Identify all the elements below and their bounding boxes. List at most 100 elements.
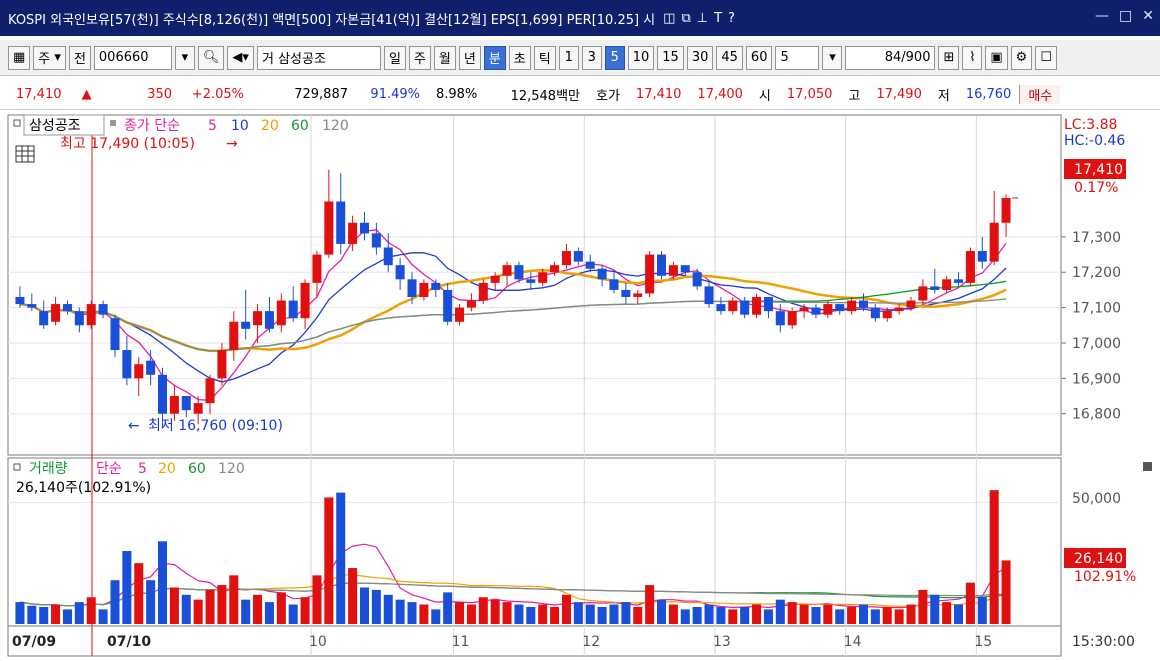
volume-bar: [894, 609, 904, 624]
chart-svg[interactable]: 삼성공조 종가 단순 5 10 20 60 120 최고 17,490 (10:…: [0, 112, 1160, 657]
checkbox-icon[interactable]: ☐: [1035, 45, 1057, 70]
volume-bar: [348, 568, 358, 624]
interval-60[interactable]: 60: [745, 45, 773, 70]
period-tick[interactable]: 틱: [533, 45, 556, 70]
price-y-ticks: 17,300 17,200 17,100 17,000 16,900 16,800: [1061, 230, 1121, 423]
volume-bar: [609, 604, 619, 624]
close-icon[interactable]: ✕: [1142, 8, 1154, 24]
period-month[interactable]: 월: [433, 45, 456, 70]
maximize-icon[interactable]: □: [1119, 8, 1133, 24]
market-type-select[interactable]: 주 ▾: [33, 45, 66, 70]
interval-input[interactable]: 5: [775, 45, 820, 70]
sound-icon[interactable]: ◀▾: [227, 45, 254, 70]
volume-bar: [407, 602, 417, 624]
interval-15[interactable]: 15: [657, 45, 684, 70]
candle-body: [550, 265, 560, 273]
save-icon[interactable]: ▣: [985, 45, 1008, 70]
pin-icon[interactable]: ⊥: [696, 10, 715, 26]
minimize-icon[interactable]: —: [1095, 8, 1110, 24]
x-axis-label: 14: [844, 634, 862, 650]
chart-type-icon[interactable]: ⌇: [962, 45, 983, 70]
change-percent: +2.05%: [191, 87, 244, 102]
volume-bar: [39, 606, 49, 624]
period-second[interactable]: 초: [508, 45, 531, 70]
candle-body: [585, 261, 595, 269]
volume-bar: [668, 604, 678, 624]
buy-button[interactable]: 매수: [1019, 85, 1061, 104]
volume-bar: [835, 609, 845, 624]
candle-body: [526, 279, 536, 283]
volume-bar: [395, 599, 405, 624]
interval-1[interactable]: 1: [558, 45, 579, 70]
volume-bar: [134, 563, 144, 624]
candle-body: [490, 275, 500, 283]
hc-label: HC:-0.46: [1064, 133, 1125, 149]
panel-close-icon[interactable]: [1143, 462, 1152, 471]
period-year[interactable]: 년: [458, 45, 481, 70]
ask-1: 17,410: [635, 87, 682, 102]
volume-bar: [74, 602, 84, 624]
x-axis-label: 07/10: [107, 634, 151, 650]
volume-bar: [823, 604, 833, 624]
volume-legend-name: 거래량: [29, 461, 68, 477]
volume-legend-series: 단순: [96, 461, 122, 477]
candle-body: [407, 279, 417, 297]
code-input[interactable]: 006660: [93, 45, 172, 70]
candle-body: [538, 272, 548, 283]
x-axis-label: 07/09: [12, 634, 56, 650]
volume-value: 729,887: [294, 87, 348, 102]
volume-bar: [110, 580, 120, 624]
code-dropdown-icon[interactable]: ▾: [174, 45, 195, 70]
period-week[interactable]: 주: [408, 45, 431, 70]
volume-bar: [383, 594, 393, 624]
candle-body: [870, 307, 880, 319]
volume-bar: [181, 594, 191, 624]
volume-bar: [217, 585, 227, 624]
volume-bar: [1001, 560, 1011, 624]
candle-icon[interactable]: ⊞: [938, 45, 960, 70]
candle-body: [122, 350, 132, 379]
price-tick-label: 17,000: [1072, 336, 1121, 352]
help-icon[interactable]: ?: [728, 10, 741, 26]
candle-body: [312, 254, 322, 283]
interval-45[interactable]: 45: [716, 45, 743, 70]
layout-icon[interactable]: ▦: [8, 45, 31, 70]
lc-label: LC:3.88: [1064, 117, 1117, 133]
interval-dropdown-icon[interactable]: ▾: [822, 45, 843, 70]
candle-body: [205, 378, 215, 404]
price-tick-label: 17,300: [1072, 230, 1121, 246]
candle-body: [894, 307, 904, 312]
candle-body: [775, 311, 785, 326]
interval-5[interactable]: 5: [604, 45, 625, 70]
price-tick-label: 17,200: [1072, 265, 1121, 281]
legend-toggle-icon[interactable]: [13, 119, 21, 127]
settings-icon[interactable]: ⚙: [1010, 45, 1033, 70]
candle-body: [823, 304, 833, 315]
price-legend-name: 삼성공조: [29, 118, 81, 134]
interval-3[interactable]: 3: [581, 45, 602, 70]
volume-bar: [870, 609, 880, 624]
stock-name-field[interactable]: 거 삼성공조: [256, 45, 381, 70]
period-day[interactable]: 일: [383, 45, 406, 70]
font-icon[interactable]: T: [714, 10, 729, 26]
chart-area[interactable]: 삼성공조 종가 단순 5 10 20 60 120 최고 17,490 (10:…: [0, 112, 1160, 657]
volume-bar: [550, 606, 560, 624]
prev-button[interactable]: 전: [68, 45, 91, 70]
candle-body: [383, 247, 393, 266]
title-icons: ◫⧉⊥T?: [663, 11, 741, 26]
candle-body: [965, 251, 975, 283]
count-field[interactable]: 84/900: [845, 45, 936, 70]
volume-legend-toggle-icon[interactable]: [13, 463, 21, 471]
candle-body: [740, 300, 750, 315]
interval-30[interactable]: 30: [686, 45, 714, 70]
popout-icon[interactable]: ⧉: [681, 10, 697, 26]
search-icon[interactable]: 🔍︎: [197, 45, 225, 70]
period-minute[interactable]: 분: [483, 45, 506, 70]
volume-bar: [811, 606, 821, 624]
candle-body: [692, 272, 702, 287]
interval-10[interactable]: 10: [627, 45, 655, 70]
table-icon[interactable]: [15, 145, 35, 163]
volume-bar: [288, 604, 298, 624]
restore-icon[interactable]: ◫: [663, 10, 682, 26]
x-axis-label: 13: [713, 634, 731, 650]
